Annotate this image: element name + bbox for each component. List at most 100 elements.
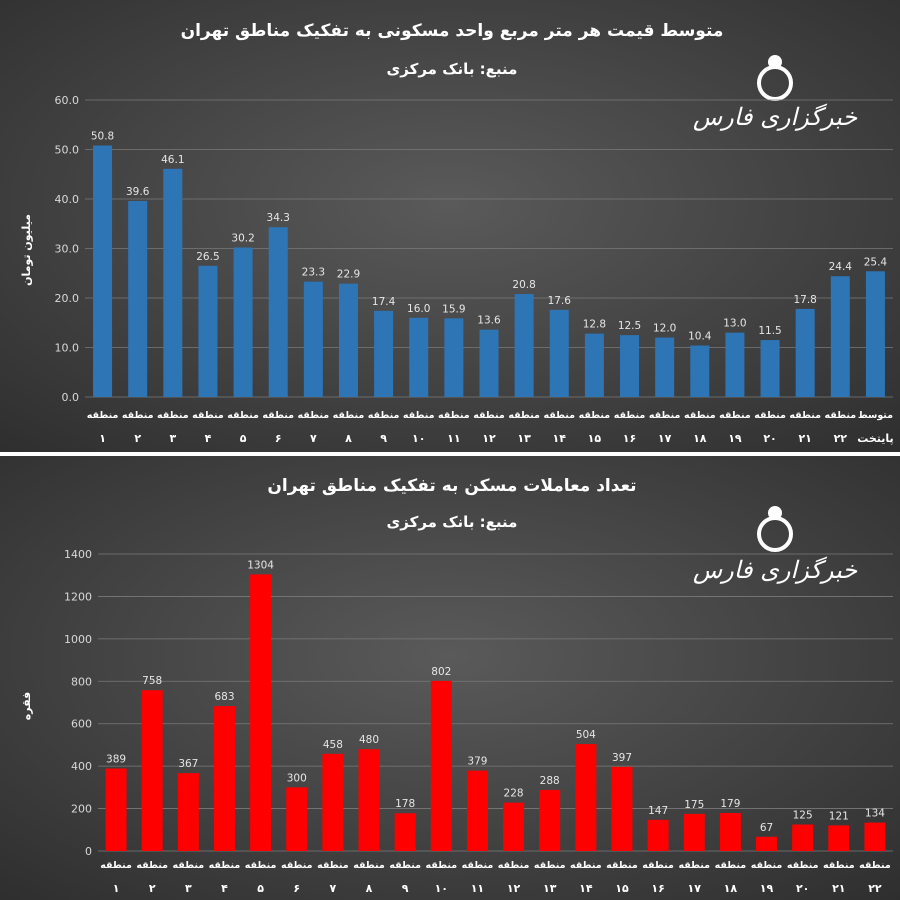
transactions-chart-panel: تعداد معاملات مسکن به تفکیک مناطق تهران … (0, 456, 900, 900)
bar (647, 819, 669, 851)
category-label: منطقه (462, 860, 494, 871)
data-label: 12.8 (583, 319, 606, 331)
category-label: منطقه (606, 860, 638, 871)
category-label: منطقه (678, 860, 710, 871)
category-label: منطقه (425, 860, 457, 871)
bar (584, 333, 604, 397)
category-label: متوسط (858, 410, 893, 421)
category-label: منطقه (87, 410, 119, 421)
category-number: ۱۱ (447, 432, 460, 445)
data-label: 39.6 (126, 186, 150, 198)
category-label: منطقه (751, 860, 783, 871)
y-tick-label: 0.0 (62, 391, 80, 404)
category-number: ۱۷ (688, 882, 702, 895)
bar (213, 706, 235, 851)
bar (250, 574, 272, 851)
category-number: ۸ (366, 882, 373, 895)
bar (503, 802, 525, 851)
bar (303, 281, 323, 397)
data-label: 179 (720, 798, 740, 810)
watermark-logo-dot (768, 506, 782, 520)
category-number: ۵ (257, 882, 264, 895)
data-label: 34.3 (267, 212, 290, 224)
y-tick-label: 600 (71, 718, 92, 731)
bar (725, 332, 745, 397)
bar (141, 690, 163, 851)
data-label: 30.2 (231, 233, 254, 245)
chart-title: تعداد معاملات مسکن به تفکیک مناطق تهران (267, 476, 636, 496)
bar (683, 813, 705, 851)
category-label: منطقه (317, 860, 349, 871)
category-label: منطقه (823, 860, 855, 871)
category-label: منطقه (754, 410, 786, 421)
y-tick-labels: 0 200 400 600 800 1000 1200 1400 (64, 548, 92, 858)
category-label: منطقه (642, 860, 674, 871)
data-label: 26.5 (196, 251, 219, 263)
category-number: ۷ (310, 432, 317, 445)
data-label: 67 (760, 822, 773, 834)
data-label: 24.4 (829, 261, 853, 273)
bar (828, 825, 850, 851)
data-label: 300 (287, 772, 307, 784)
bar (394, 813, 416, 851)
bar (409, 317, 429, 397)
data-label: 397 (612, 752, 632, 764)
data-label: 178 (395, 798, 415, 810)
category-number: ۲ (134, 432, 141, 445)
category-number: ۱۱ (471, 882, 484, 895)
category-label: منطقه (353, 860, 385, 871)
category-number: ۱۹ (760, 882, 774, 895)
data-label: 13.6 (477, 315, 501, 327)
category-label: منطقه (649, 410, 681, 421)
category-number: ۱ (113, 882, 120, 895)
category-label: منطقه (498, 860, 530, 871)
category-label: منطقه (438, 410, 470, 421)
bar (268, 227, 288, 397)
bar (719, 813, 741, 851)
category-label: منطقه (298, 410, 330, 421)
data-label: 683 (214, 691, 234, 703)
gridlines (85, 99, 893, 398)
category-number: ۱۹ (728, 432, 742, 445)
bar (830, 276, 850, 397)
category-number: ۴ (205, 432, 212, 445)
bar (93, 145, 113, 397)
data-label: 134 (865, 808, 885, 820)
y-tick-label: 20.0 (55, 292, 80, 305)
category-number: ۲۲ (868, 882, 882, 895)
data-label: 147 (648, 805, 668, 817)
category-label: منطقه (192, 410, 224, 421)
watermark-logo-dot (768, 55, 782, 69)
category-label: منطقه (122, 410, 154, 421)
category-label: منطقه (100, 860, 132, 871)
bar (864, 822, 886, 851)
category-label: منطقه (173, 860, 205, 871)
category-label: منطقه (789, 410, 821, 421)
chart-subtitle: منبع: بانک مرکزی (387, 60, 518, 78)
category-number: ۱۲ (482, 432, 496, 445)
category-number: ۱۲ (507, 882, 521, 895)
bar (514, 294, 534, 397)
category-number: ۱ (99, 432, 106, 445)
y-tick-label: 0 (85, 845, 92, 858)
data-label: 22.9 (337, 269, 360, 281)
category-number: ۲۰ (763, 432, 776, 445)
bar (549, 309, 569, 397)
data-label: 367 (178, 758, 198, 770)
bar (430, 680, 452, 851)
data-labels: 389 758 367 683 1304 300 458 480 178 802 379 228 288… (106, 559, 885, 833)
category-label: منطقه (508, 410, 540, 421)
data-label: 50.8 (91, 131, 114, 143)
bar (128, 200, 148, 397)
bar (198, 265, 218, 397)
data-label: 25.4 (864, 256, 888, 268)
category-number: ۶ (275, 432, 282, 445)
category-number: ۷ (330, 882, 337, 895)
bar (792, 824, 814, 851)
category-label: منطقه (787, 860, 819, 871)
data-label: 10.4 (688, 331, 712, 343)
data-label: 17.4 (372, 296, 396, 308)
data-label: 11.5 (758, 325, 781, 337)
bar (374, 310, 394, 397)
y-tick-labels: 0.0 10.0 20.0 30.0 40.0 50.0 60.0 (55, 94, 80, 404)
